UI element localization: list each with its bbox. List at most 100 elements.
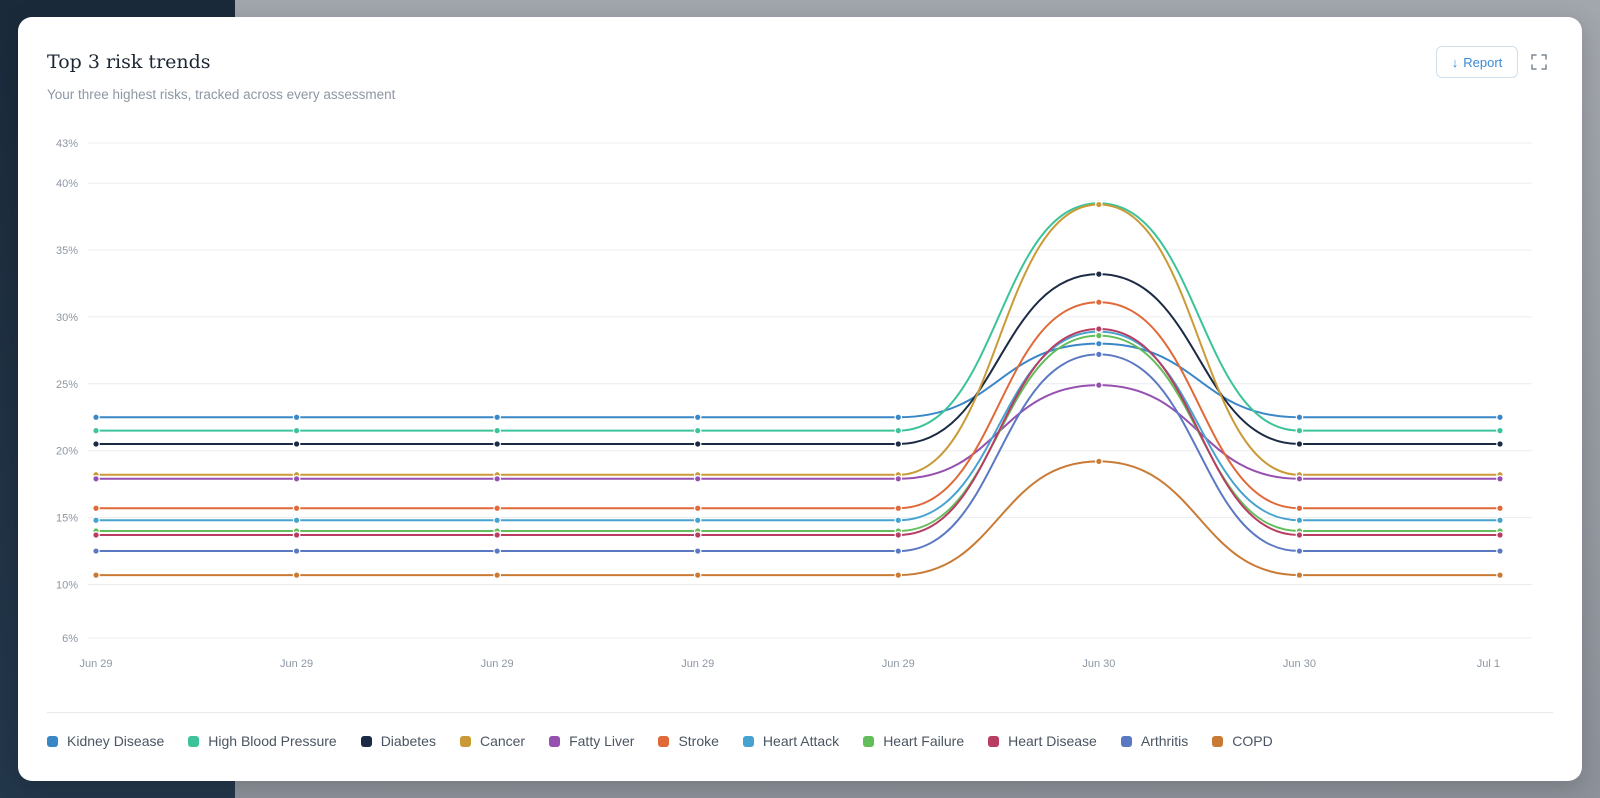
series-line [96, 330, 1500, 522]
data-point[interactable] [92, 440, 100, 448]
data-point[interactable] [1095, 200, 1103, 209]
card-title: Top 3 risk trends [47, 51, 211, 73]
legend-item[interactable]: Heart Failure [863, 733, 964, 749]
data-point[interactable] [292, 440, 301, 448]
risk-trends-chart: 6%10%15%20%25%30%35%40%43% Jun 29 Jun 29 J… [56, 138, 1532, 670]
legend-item[interactable]: Diabetes [360, 733, 436, 749]
data-point[interactable] [1496, 413, 1504, 422]
data-point[interactable] [693, 504, 702, 513]
legend-item[interactable]: Stroke [658, 733, 719, 749]
data-point[interactable] [493, 474, 501, 483]
data-point[interactable] [693, 474, 702, 483]
data-point[interactable] [693, 413, 702, 422]
data-point[interactable] [493, 426, 501, 435]
data-point[interactable] [493, 440, 501, 448]
legend-label: Heart Attack [762, 733, 840, 749]
data-point[interactable] [1295, 426, 1304, 435]
data-point[interactable] [693, 440, 702, 448]
data-point[interactable] [292, 426, 301, 435]
data-point[interactable] [693, 547, 702, 555]
legend-label: Kidney Disease [67, 733, 165, 749]
x-tick-label: Jun 29 [481, 658, 514, 670]
data-point[interactable] [1496, 504, 1504, 513]
data-point[interactable] [693, 571, 702, 579]
data-point[interactable] [292, 413, 301, 422]
data-point[interactable] [292, 474, 301, 483]
data-point[interactable] [92, 571, 100, 579]
legend-item[interactable]: Cancer [459, 733, 525, 749]
data-point[interactable] [693, 531, 702, 539]
data-point[interactable] [894, 474, 903, 483]
data-point[interactable] [894, 504, 903, 513]
data-point[interactable] [1095, 270, 1103, 278]
legend-item[interactable]: COPD [1212, 733, 1273, 749]
data-point[interactable] [693, 426, 702, 435]
x-tick-label: Jun 29 [280, 658, 313, 670]
data-point[interactable] [1295, 413, 1304, 422]
data-point[interactable] [1295, 571, 1304, 579]
data-point[interactable] [292, 531, 301, 539]
data-point[interactable] [493, 547, 501, 555]
data-point[interactable] [1095, 381, 1103, 389]
data-point[interactable] [292, 504, 301, 513]
legend-item[interactable]: Arthritis [1120, 733, 1188, 749]
data-point[interactable] [1496, 440, 1504, 448]
data-point[interactable] [1095, 331, 1103, 340]
data-point[interactable] [92, 516, 100, 525]
data-point[interactable] [493, 531, 501, 539]
data-point[interactable] [1095, 350, 1103, 359]
data-point[interactable] [1496, 426, 1504, 435]
data-point[interactable] [92, 504, 100, 513]
legend-swatch [188, 735, 200, 747]
data-point[interactable] [92, 413, 100, 422]
data-point[interactable] [1095, 298, 1103, 307]
x-tick-label: Jul 1 [1477, 658, 1500, 670]
data-point[interactable] [894, 531, 903, 539]
y-tick-label: 30% [56, 312, 78, 324]
legend-item[interactable]: Heart Attack [742, 733, 840, 749]
data-point[interactable] [1496, 571, 1504, 579]
data-point[interactable] [693, 516, 702, 525]
data-point[interactable] [292, 547, 301, 555]
legend-item[interactable]: Kidney Disease [47, 733, 164, 749]
data-point[interactable] [1295, 516, 1304, 525]
data-point[interactable] [292, 516, 301, 525]
data-point[interactable] [493, 413, 501, 422]
data-point[interactable] [292, 571, 301, 579]
chart-series [92, 199, 1504, 579]
data-point[interactable] [1295, 504, 1304, 513]
legend-item[interactable]: Fatty Liver [549, 733, 634, 749]
data-point[interactable] [894, 547, 903, 555]
data-point[interactable] [894, 440, 903, 448]
legend-item[interactable]: Heart Disease [988, 733, 1097, 749]
data-point[interactable] [1095, 457, 1103, 466]
data-point[interactable] [92, 474, 100, 483]
data-point[interactable] [894, 516, 903, 525]
expand-icon[interactable] [1530, 53, 1548, 71]
data-point[interactable] [1095, 325, 1103, 333]
report-button[interactable]: ↓ Report [1436, 46, 1518, 78]
data-point[interactable] [1295, 474, 1304, 483]
legend-label: Heart Failure [883, 733, 965, 749]
data-point[interactable] [1496, 474, 1504, 483]
data-point[interactable] [894, 413, 903, 422]
data-point[interactable] [1295, 547, 1304, 555]
data-point[interactable] [1295, 440, 1304, 448]
data-point[interactable] [92, 547, 100, 555]
legend-item[interactable]: High Blood Pressure [188, 733, 337, 749]
data-point[interactable] [1095, 339, 1103, 348]
data-point[interactable] [1496, 531, 1504, 539]
legend-swatch [658, 735, 670, 747]
data-point[interactable] [493, 516, 501, 525]
series-diabetes [92, 270, 1504, 448]
data-point[interactable] [1496, 547, 1504, 555]
data-point[interactable] [894, 426, 903, 435]
series-line [96, 301, 1500, 510]
data-point[interactable] [493, 571, 501, 579]
data-point[interactable] [894, 571, 903, 579]
data-point[interactable] [92, 531, 100, 539]
data-point[interactable] [1496, 516, 1504, 525]
data-point[interactable] [92, 426, 100, 435]
data-point[interactable] [493, 504, 501, 513]
data-point[interactable] [1295, 531, 1304, 539]
